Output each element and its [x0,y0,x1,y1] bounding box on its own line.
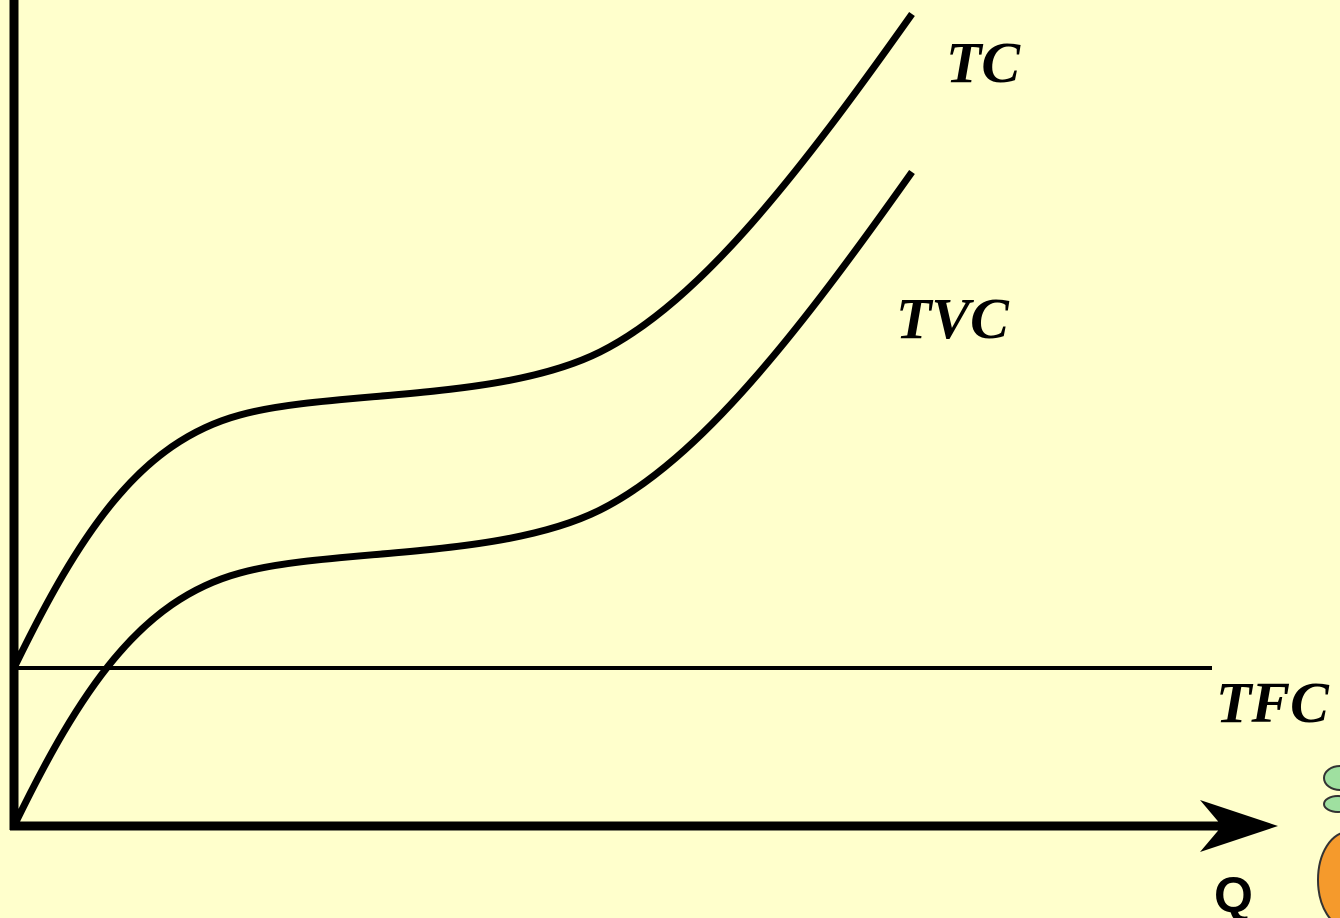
tvc-label: TVC [896,286,1010,351]
tc-label: TC [946,30,1021,95]
cost-curves-diagram: TC TVC TFC Q [0,0,1340,918]
tfc-label: TFC [1216,670,1330,735]
x-axis-label: Q [1214,867,1253,918]
